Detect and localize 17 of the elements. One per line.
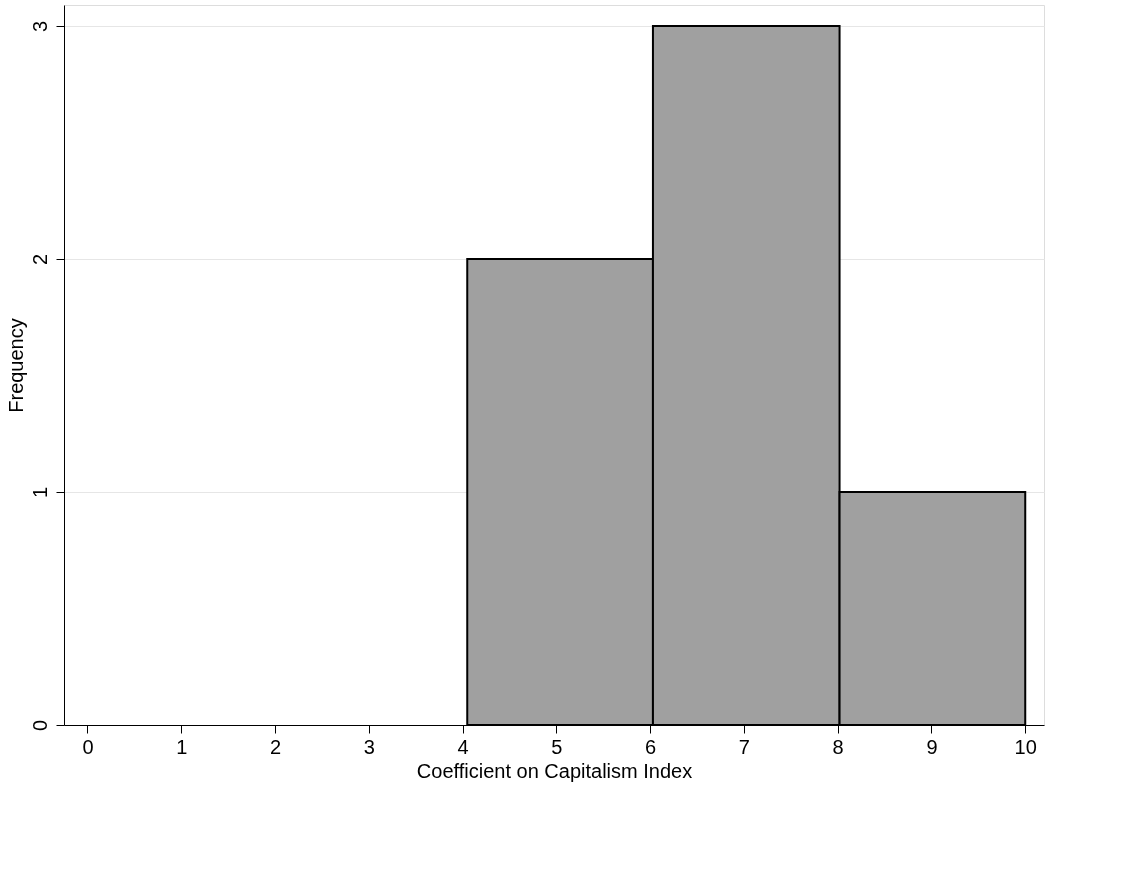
x-tick-label: 6 xyxy=(645,735,657,758)
x-tick-label: 1 xyxy=(176,735,188,758)
x-tick-label: 3 xyxy=(363,735,375,758)
y-tick-label: 1 xyxy=(28,486,51,499)
x-tick-label: 2 xyxy=(269,735,282,758)
x-tick-label: 9 xyxy=(926,735,938,758)
x-tick-label: 5 xyxy=(551,735,563,758)
x-axis-title: Coefficient on Capitalism Index xyxy=(416,759,693,782)
x-tick-label: 8 xyxy=(832,735,844,758)
x-tick-label: 7 xyxy=(738,735,750,758)
y-tick-label: 3 xyxy=(28,20,51,33)
x-tick-label: 4 xyxy=(457,735,469,758)
y-axis-title: Frequency xyxy=(4,318,27,413)
y-tick-label: 0 xyxy=(28,719,51,732)
x-tick-label: 10 xyxy=(1014,735,1037,758)
y-tick-label: 2 xyxy=(28,253,51,266)
x-tick-label: 0 xyxy=(82,735,94,758)
